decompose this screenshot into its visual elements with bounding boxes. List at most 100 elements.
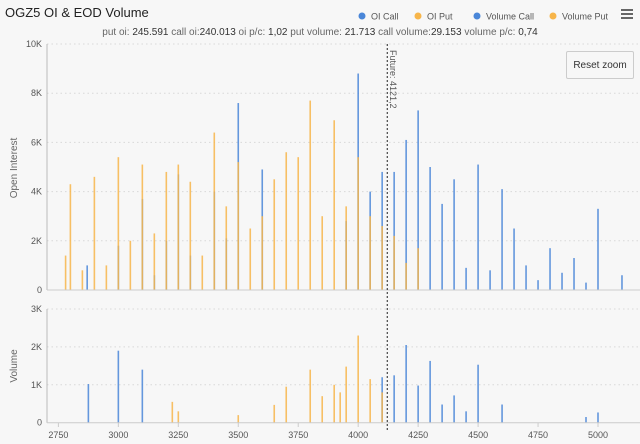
bar-volume-call [405,345,407,423]
bar-oi-put [64,255,67,290]
bar-oi-put [285,152,288,290]
call-oi-value: 240.013 [200,27,237,38]
bar-volume-put [339,392,341,423]
x-tick-label: 3250 [168,430,188,440]
put-volume-label: put volume: [290,27,342,38]
put-oi-label: put oi: [102,27,129,38]
reset-zoom-button[interactable]: Reset zoom [566,51,634,79]
bar-volume-put [369,379,371,423]
bar-volume-call [597,412,599,423]
bar-oi-call [621,275,623,290]
bar-volume-put [237,415,240,423]
bar-oi-put [405,262,407,290]
call-volume-value: 29.153 [431,27,462,38]
bar-volume-put [357,335,359,423]
bar-volume-put [171,401,174,423]
y-tick-label: 0 [37,285,42,295]
legend-item[interactable]: Volume Call [486,12,534,22]
bar-oi-put [93,176,96,290]
y-tick-label: 6K [31,137,42,147]
axes: 0 2K 4K 6K 8K 10K 0 1K 2K 3K 2750 3000 3250 3500 3750 4… [26,39,640,440]
y-tick-label: 0 [37,418,42,428]
x-tick-label: 3500 [228,430,248,440]
bar-oi-call [537,280,539,290]
x-tick-label: 3750 [288,430,308,440]
y-tick-label: 4K [31,187,42,197]
legend: OI Call OI Put Volume Call Volume Put [358,12,609,22]
bars [64,73,623,423]
bar-oi-call [525,265,527,290]
x-tick-label: 3000 [108,430,128,440]
chart-title: OGZ5 OI & EOD Volume [5,5,149,20]
legend-item[interactable]: OI Call [371,12,399,22]
x-tick-label: 4250 [408,430,428,440]
bar-volume-put [345,366,347,423]
volume-pc-label: volume p/c: [464,27,515,38]
call-oi-label: call oi: [171,27,199,38]
bar-volume-call [429,360,431,423]
x-tick-label: 5000 [588,430,608,440]
bar-volume-call [501,404,503,423]
bar-oi-call [585,282,587,290]
bar-oi-put [261,216,264,290]
bar-oi-put [81,270,84,290]
y-tick-label: 10K [26,39,42,49]
legend-marker [358,12,366,20]
bar-oi-put [225,206,228,290]
legend-marker [414,12,422,20]
bar-oi-call [465,267,467,290]
bar-oi-put [153,233,156,290]
bar-oi-call [597,208,599,290]
legend-marker [473,12,481,20]
bar-oi-put [105,265,108,290]
bar-oi-put [237,162,240,290]
bar-volume-call [87,384,90,423]
put-volume-value: 21.713 [345,27,376,38]
bar-oi-call [86,265,88,290]
oi-pc-label: oi p/c: [239,27,266,38]
y-tick-label: 1K [31,380,42,390]
bar-oi-put [273,179,276,290]
bar-volume-call [117,350,120,423]
x-tick-label: 4500 [468,430,488,440]
bar-volume-call [585,417,587,423]
bar-oi-put [381,226,383,290]
volume-axis-title: Volume [9,349,20,383]
hamburger-menu-icon[interactable] [621,9,633,21]
bar-volume-call [453,395,455,423]
oi-pc-value: 1,02 [268,27,288,38]
bar-oi-call [405,139,407,290]
oi-axis-title: Open Interest [9,137,20,198]
y-tick-label: 2K [31,342,42,352]
y-tick-label: 8K [31,88,42,98]
bar-volume-call [141,369,144,423]
x-tick-label: 2750 [48,430,68,440]
legend-item[interactable]: Volume Put [562,12,609,22]
bar-oi-call [549,248,551,290]
bar-volume-put [381,392,383,423]
bar-oi-put [345,206,347,290]
bar-volume-call [441,404,443,423]
chart-subtitle: put oi: 245.591 call oi:240.013 oi p/c: … [102,27,538,38]
bar-oi-call [513,228,515,290]
bar-oi-put [309,100,312,290]
put-oi-value: 245.591 [132,27,169,38]
bar-oi-put [141,164,144,290]
bar-volume-put [309,369,312,423]
bar-volume-call [417,385,419,423]
bar-oi-put [69,184,72,290]
bar-oi-put [117,157,120,290]
bar-volume-call [465,411,467,423]
bar-oi-call [417,110,419,290]
bar-oi-put [129,240,132,290]
bar-oi-call [489,270,491,290]
bar-volume-call [477,364,479,423]
legend-marker [549,12,557,20]
bar-volume-call [393,375,395,423]
bar-oi-put [369,216,371,290]
bar-oi-call [501,189,503,290]
bar-volume-put [177,411,180,423]
legend-item[interactable]: OI Put [427,12,453,22]
bar-oi-call [573,258,575,290]
bar-oi-call [477,164,479,290]
